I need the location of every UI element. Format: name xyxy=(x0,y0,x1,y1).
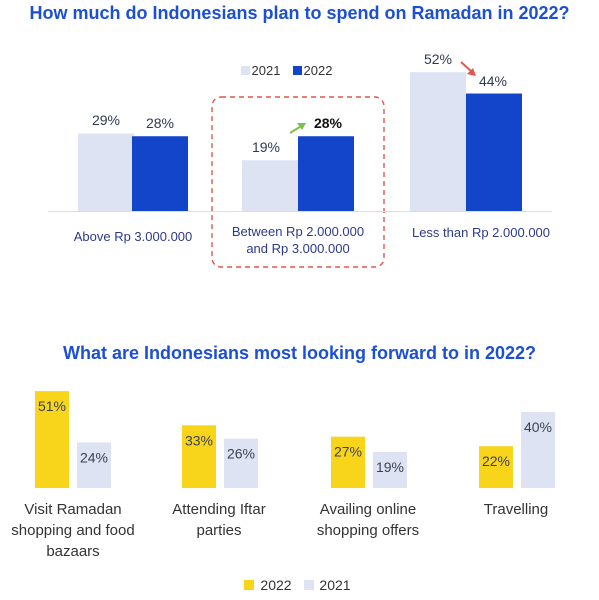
category2-label-3-line-1: Availing online xyxy=(320,501,416,518)
value-label-2022-2: 33% xyxy=(185,432,213,448)
chart1-title: How much do Indonesians plan to spend on… xyxy=(0,3,599,24)
bar-2022-2 xyxy=(298,136,354,211)
bar-2021-3 xyxy=(373,451,407,488)
value-label-2022-4: 22% xyxy=(482,453,510,469)
category-label-2-line-1: Between Rp 2.000.000 xyxy=(232,224,364,239)
value-label-2022-3: 27% xyxy=(334,444,362,460)
up-arrow-head-icon xyxy=(297,123,306,130)
down-arrow-head-icon xyxy=(467,68,476,76)
value-label-2021-1: 24% xyxy=(80,449,108,465)
category-label-3-line-1: Less than Rp 2.000.000 xyxy=(412,225,550,240)
value-label-2021-4: 40% xyxy=(524,419,552,435)
category2-label-2-line-1: Attending Iftar xyxy=(172,501,265,518)
category-label-1-line-1: Above Rp 3.000.000 xyxy=(74,229,193,244)
legend2-label-2022: 2022 xyxy=(260,577,291,593)
category2-label-4-line-1: Travelling xyxy=(484,501,548,518)
bar-2021-2 xyxy=(242,160,298,211)
down-arrow-icon xyxy=(460,61,473,73)
legend-label-2022: 2022 xyxy=(304,63,333,78)
bar-2022-2 xyxy=(182,425,216,488)
legend2-label-2021: 2021 xyxy=(319,577,350,593)
bar-2022-1 xyxy=(35,391,69,488)
bar-2022-4 xyxy=(479,446,513,488)
category2-label-1-line-3: bazaars xyxy=(46,543,99,560)
chart2-title-text: What are Indonesians most looking forwar… xyxy=(62,343,537,363)
value-label-2022-1: 51% xyxy=(38,398,66,414)
category2-label-3-line-2: shopping offers xyxy=(317,522,419,539)
value-label-2021-2: 19% xyxy=(252,139,280,155)
legend-swatch-2021 xyxy=(241,66,250,75)
highlight-box xyxy=(211,96,385,268)
bar-2021-1 xyxy=(78,133,134,211)
value-label-2021-3: 52% xyxy=(424,51,452,67)
bar-2021-2 xyxy=(224,438,258,488)
chart1-title-text: How much do Indonesians plan to spend on… xyxy=(29,3,570,23)
legend-label-2021: 2021 xyxy=(252,63,281,78)
category2-label-1-line-1: Visit Ramadan xyxy=(24,501,121,518)
bar-2022-3 xyxy=(466,93,522,211)
value-label-2022-1: 28% xyxy=(146,115,174,131)
value-label-2021-3: 19% xyxy=(376,459,404,475)
value-label-2022-3: 44% xyxy=(479,73,507,89)
category2-label-1-line-2: shopping and food xyxy=(11,522,134,539)
legend-swatch-2022 xyxy=(293,66,302,75)
bar-2022-3 xyxy=(331,436,365,488)
bar-2021-4 xyxy=(521,412,555,488)
category2-label-2-line-2: parties xyxy=(196,522,241,539)
value-label-2022-2: 28% xyxy=(314,115,343,131)
bar-2021-3 xyxy=(410,72,466,211)
bar-2021-1 xyxy=(77,442,111,488)
legend2-swatch-2021 xyxy=(304,580,314,590)
value-label-2021-1: 29% xyxy=(92,112,120,128)
value-label-2021-2: 26% xyxy=(227,446,255,462)
chart2-title: What are Indonesians most looking forwar… xyxy=(0,343,599,364)
bar-2022-1 xyxy=(132,136,188,211)
legend2-swatch-2022 xyxy=(244,580,254,590)
category-label-2-line-2: and Rp 3.000.000 xyxy=(246,241,349,256)
